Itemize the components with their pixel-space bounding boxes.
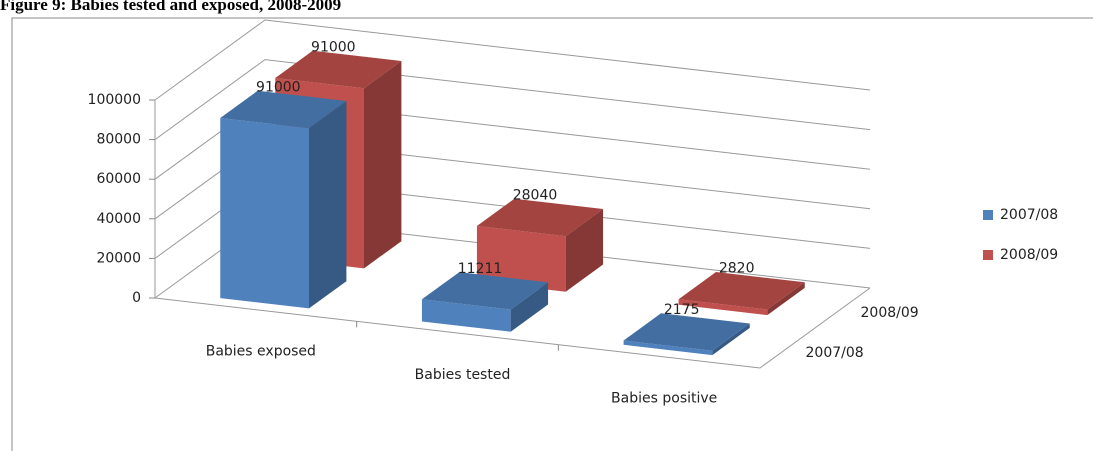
legend-label: 2008/09 — [1000, 247, 1058, 263]
bar — [623, 313, 750, 356]
depth-label: 2007/08 — [806, 345, 864, 361]
bar — [476, 198, 604, 292]
bar-top — [678, 272, 805, 310]
legend-swatch — [983, 250, 993, 260]
bar-front — [678, 299, 768, 316]
x-tick-label: Babies exposed — [206, 344, 316, 360]
data-label: 2820 — [719, 261, 755, 277]
bar-top — [476, 198, 604, 237]
bar-top — [623, 313, 750, 351]
legend-swatch — [983, 210, 993, 220]
y-tick-label: 60000 — [96, 171, 141, 187]
data-label: 11211 — [458, 261, 503, 277]
y-tick-label: 40000 — [96, 211, 141, 227]
bar-top — [275, 50, 402, 89]
grid-line — [154, 59, 871, 141]
bar-front — [476, 225, 566, 292]
bar-side — [565, 209, 604, 292]
bar — [220, 90, 347, 309]
bar — [421, 272, 549, 332]
bar-side — [767, 282, 805, 316]
grid-line — [154, 19, 871, 101]
x-tick-label: Babies tested — [415, 367, 511, 383]
bar-side — [364, 61, 402, 269]
bar-top — [220, 90, 347, 129]
y-tick-label: 0 — [132, 290, 141, 306]
bar-side — [309, 101, 347, 309]
bar — [678, 272, 805, 316]
bar-front — [623, 340, 713, 356]
y-tick-label: 100000 — [88, 92, 141, 108]
x-tick-label: Babies positive — [611, 390, 717, 406]
chart-title: Figure 9: Babies tested and exposed, 200… — [0, 0, 341, 14]
data-label: 2175 — [664, 302, 700, 318]
chart-frame — [11, 17, 1093, 451]
depth-label: 2008/09 — [861, 305, 919, 321]
bar-top — [421, 272, 549, 310]
y-tick-label: 20000 — [96, 250, 141, 266]
data-label: 91000 — [256, 79, 301, 95]
bar-front — [220, 117, 309, 309]
legend-label: 2007/08 — [1000, 207, 1058, 223]
bar-front — [421, 299, 511, 332]
data-label: 91000 — [311, 39, 356, 55]
data-label: 28040 — [513, 187, 558, 203]
y-tick-label: 80000 — [96, 132, 141, 148]
bar-side — [712, 323, 750, 356]
bar-side — [510, 282, 549, 332]
